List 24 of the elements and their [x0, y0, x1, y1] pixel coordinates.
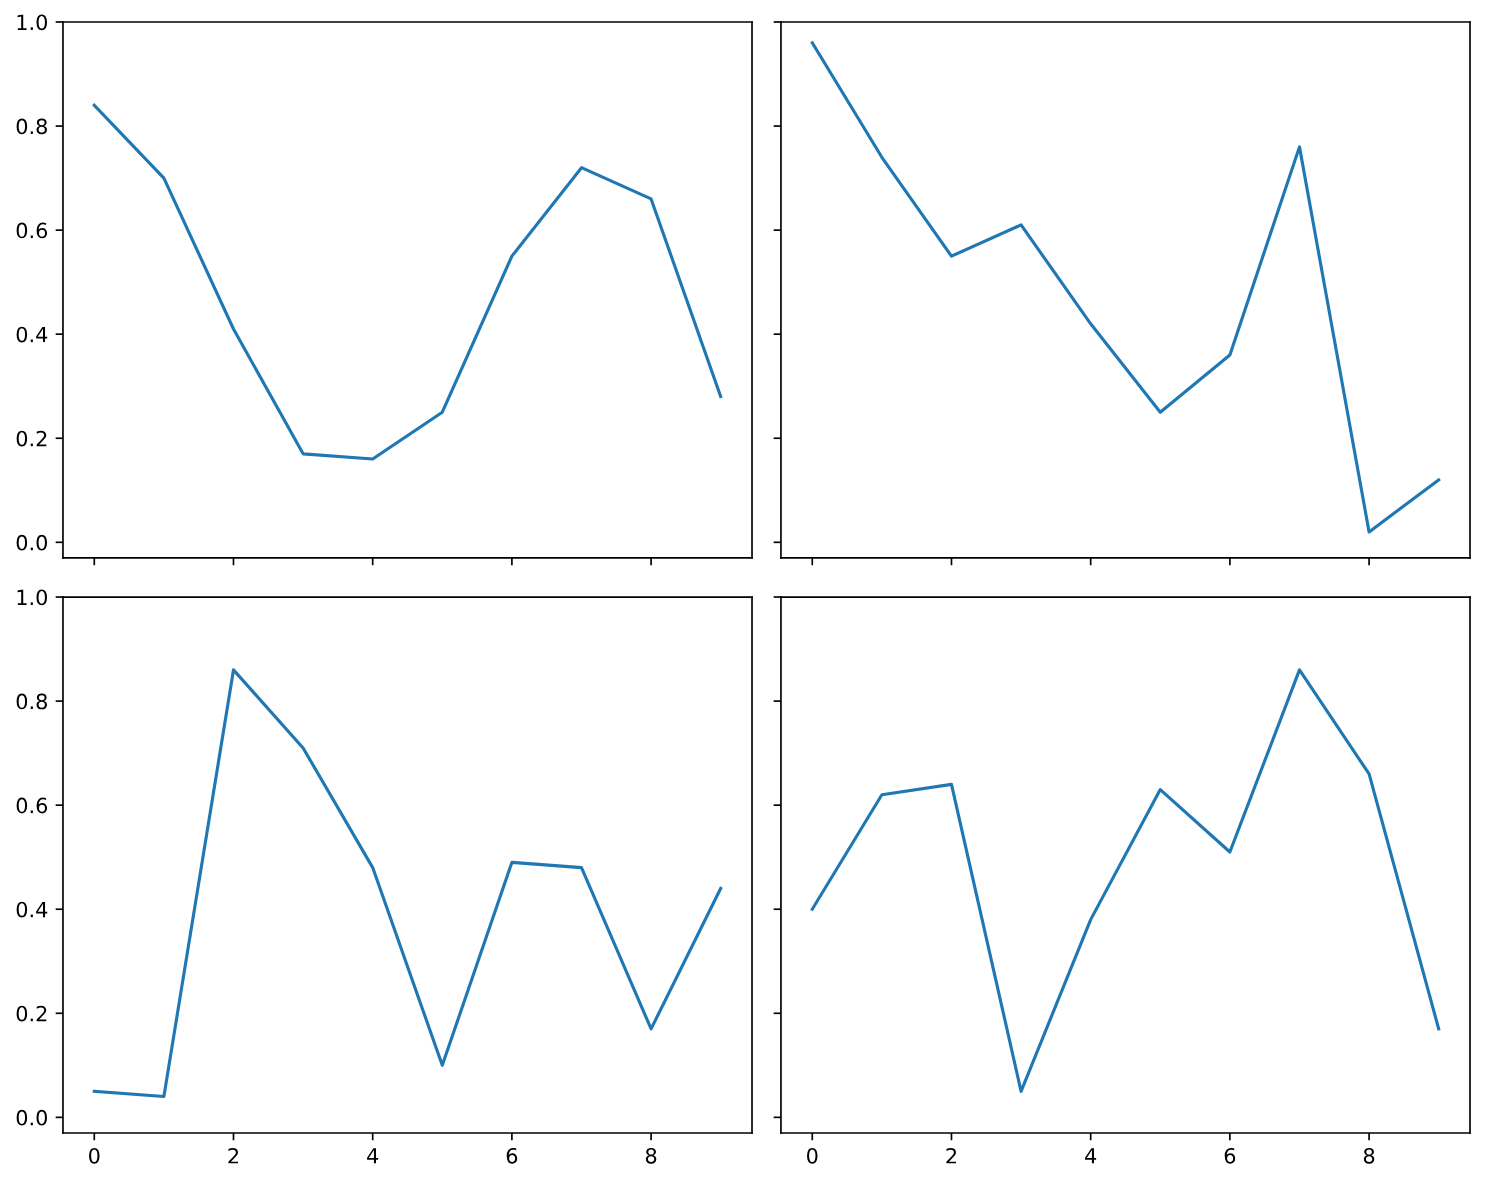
x-tick-label: 2 [228, 1147, 239, 1164]
y-tick-label: 1.0 [17, 14, 47, 31]
y-tick-label: 0.2 [16, 430, 47, 447]
x-tick-label: 4 [1085, 1148, 1097, 1164]
x-tick-label: 0 [89, 1147, 100, 1164]
line-series [92, 103, 723, 461]
y-tick-label: 0.4 [16, 326, 48, 343]
x-tick-label: 4 [367, 1148, 379, 1164]
x-tick-label: 0 [807, 1147, 818, 1164]
x-tick-label: 8 [1363, 1147, 1375, 1164]
x-tick-label: 8 [645, 1147, 657, 1164]
y-tick-label: 0.4 [16, 901, 48, 918]
x-tick-label: 2 [946, 1147, 957, 1164]
y-tick-label: 0.2 [16, 1005, 47, 1022]
y-tick-label: 0.6 [16, 797, 48, 814]
line-series [92, 668, 723, 1099]
y-tick-label: 0.0 [16, 534, 47, 551]
x-tick-label: 6 [506, 1147, 518, 1164]
y-tick-label: 0.8 [16, 693, 47, 710]
y-tick-label: 0.8 [16, 118, 47, 135]
y-tick-label: 0.6 [16, 222, 48, 239]
y-tick-label: 0.0 [16, 1109, 47, 1126]
y-tick-label: 1.0 [17, 589, 47, 606]
x-tick-label: 6 [1224, 1147, 1236, 1164]
